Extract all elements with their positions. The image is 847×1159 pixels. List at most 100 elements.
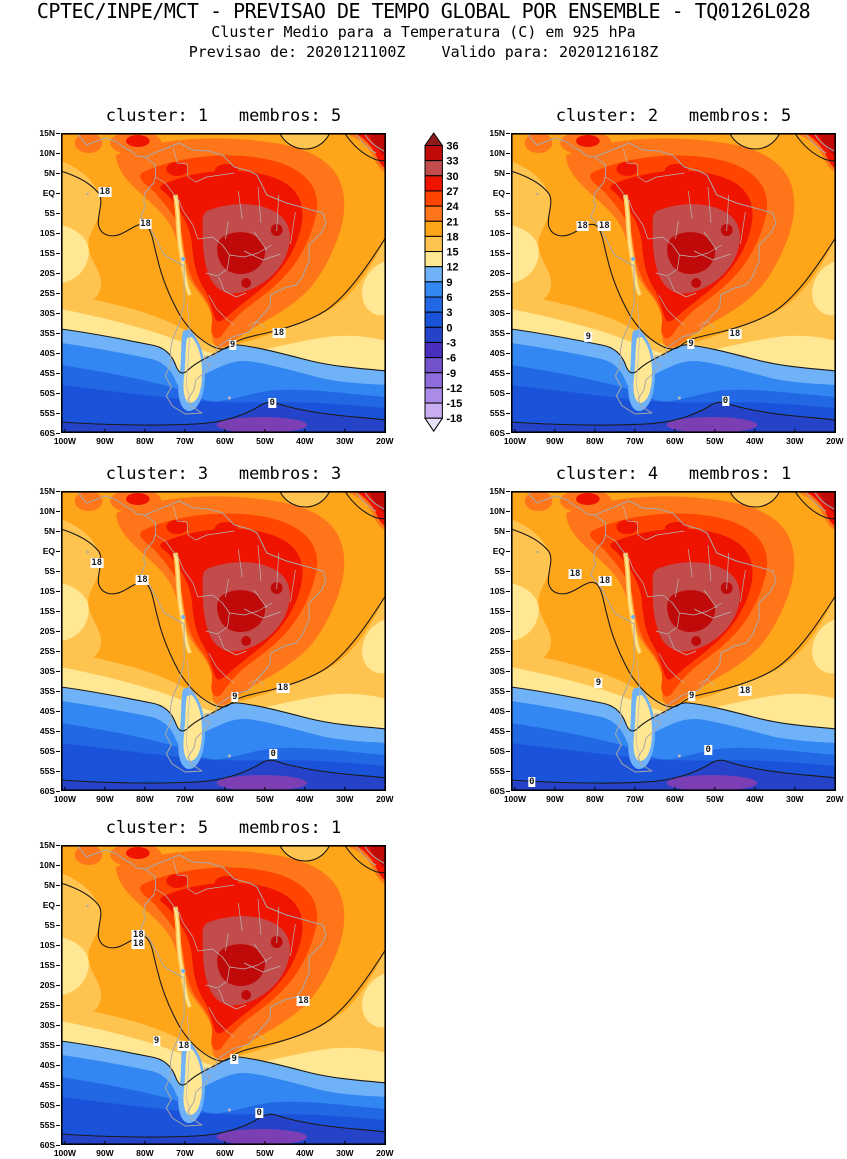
y-axis: 15N 10N 5N EQ 5S 10S 15S 20S 25S 30S 35S 40S 45S 50S 5… bbox=[25, 129, 61, 438]
y-tick-label: 50S bbox=[39, 746, 55, 756]
y-tick-label: 5N bbox=[44, 526, 55, 536]
forecast-times: Previsao de: 2020121100Z Valido para: 20… bbox=[188, 43, 659, 61]
y-tick-label: 50S bbox=[39, 388, 55, 398]
y-tick bbox=[506, 412, 510, 414]
map-canvas: 18 18 9 9 18 0 0 15N 10N 5N EQ 5S 10S 15S 20S 25… bbox=[489, 487, 843, 805]
y-tick bbox=[56, 490, 60, 492]
contour-label: 18 bbox=[139, 218, 152, 229]
x-axis: 100W 90W 80W 70W 60W 50W 40W 30W 20W bbox=[504, 433, 844, 447]
colorbar-segment bbox=[424, 145, 443, 162]
y-tick-label: 60S bbox=[39, 1140, 55, 1150]
y-tick-label: 15S bbox=[39, 248, 55, 258]
y-tick bbox=[56, 1004, 60, 1006]
y-tick bbox=[56, 412, 60, 414]
x-tick-label: 100W bbox=[53, 436, 77, 446]
y-axis: 15N 10N 5N EQ 5S 10S 15S 20S 25S 30S 35S 40S 45S 50S 5… bbox=[25, 841, 61, 1150]
y-tick bbox=[56, 710, 60, 712]
contour-label: 0 bbox=[268, 398, 276, 408]
x-tick-label: 70W bbox=[176, 794, 194, 804]
y-tick bbox=[56, 312, 60, 314]
y-tick bbox=[506, 570, 510, 572]
y-tick bbox=[56, 432, 60, 434]
y-tick-label: 10N bbox=[489, 148, 505, 158]
y-tick bbox=[506, 670, 510, 672]
y-tick bbox=[506, 510, 510, 512]
cluster-panel-3: cluster: 3 membros: 3 18 18 18 9 0 15N 10… bbox=[39, 464, 393, 805]
x-tick-label: 30W bbox=[336, 794, 354, 804]
contour-label: 18 bbox=[177, 1041, 191, 1051]
y-tick-label: 10S bbox=[489, 228, 505, 238]
y-tick-label: 5S bbox=[494, 566, 505, 576]
y-tick bbox=[506, 530, 510, 532]
y-tick bbox=[506, 710, 510, 712]
y-tick bbox=[506, 152, 510, 154]
colorbar-segment bbox=[424, 235, 443, 253]
colorbar-label: 6 bbox=[446, 292, 452, 304]
y-tick-label: EQ bbox=[42, 188, 55, 198]
x-tick-label: 60W bbox=[216, 794, 234, 804]
y-tick bbox=[56, 252, 60, 254]
contour-label: 0 bbox=[528, 777, 536, 787]
y-tick-label: 30S bbox=[489, 308, 505, 318]
y-tick bbox=[56, 884, 60, 886]
y-tick bbox=[506, 690, 510, 692]
contour-label: 9 bbox=[152, 1036, 161, 1047]
y-tick bbox=[506, 770, 510, 772]
y-tick-label: 35S bbox=[39, 328, 55, 338]
colorbar-segment bbox=[424, 251, 443, 268]
x-tick-label: 50W bbox=[256, 1148, 274, 1158]
y-tick bbox=[56, 944, 60, 946]
contour-label: 9 bbox=[594, 678, 603, 688]
y-tick bbox=[506, 232, 510, 234]
y-tick-label: 10S bbox=[39, 228, 55, 238]
map-canvas: 18 18 18 9 0 15N 10N 5N EQ 5S 10S 15S 20S 25S 30S… bbox=[39, 129, 393, 447]
panel-title: cluster: 2 membros: 5 bbox=[555, 106, 792, 126]
y-tick bbox=[506, 252, 510, 254]
x-tick-label: 80W bbox=[136, 1148, 154, 1158]
x-tick-label: 80W bbox=[136, 794, 154, 804]
y-tick bbox=[56, 1144, 60, 1146]
colorbar-label: 9 bbox=[446, 277, 452, 289]
y-tick-label: 5N bbox=[44, 880, 55, 890]
y-tick-label: 40S bbox=[39, 1060, 55, 1070]
colorbar-segment bbox=[424, 266, 443, 283]
contour-label: 18 bbox=[297, 996, 310, 1007]
y-tick bbox=[506, 392, 510, 394]
y-tick-label: EQ bbox=[492, 546, 505, 556]
temperature-colorbar: 36 33 30 27 24 21 18 15 12 9 6 3 0 -3 -6 -9 -12 -15 -18 bbox=[424, 132, 476, 434]
x-tick-label: 20W bbox=[376, 794, 394, 804]
x-tick-label: 50W bbox=[706, 794, 724, 804]
y-tick bbox=[56, 272, 60, 274]
y-tick bbox=[56, 232, 60, 234]
y-tick-label: 45S bbox=[489, 368, 505, 378]
y-tick bbox=[56, 924, 60, 926]
x-tick-label: 20W bbox=[376, 436, 394, 446]
y-tick-label: 10N bbox=[39, 506, 55, 516]
y-tick bbox=[56, 372, 60, 374]
map-canvas: 18 18 18 9 0 15N 10N 5N EQ 5S 10S 15S 20S 25S 30S… bbox=[39, 487, 393, 805]
x-tick-label: 100W bbox=[503, 794, 527, 804]
y-tick-label: 5N bbox=[494, 526, 505, 536]
page-title: CPTEC/INPE/MCT - PREVISAO DE TEMPO GLOBA… bbox=[36, 0, 811, 23]
colorbar-label: 30 bbox=[446, 171, 458, 183]
y-tick-label: 40S bbox=[489, 348, 505, 358]
y-tick-label: 10N bbox=[489, 506, 505, 516]
y-tick bbox=[56, 510, 60, 512]
x-tick-label: 80W bbox=[586, 436, 604, 446]
y-tick-label: 55S bbox=[489, 766, 505, 776]
map-canvas: 18 18 18 9 18 9 0 15N 10N 5N EQ 5S 10S 15S 20S 2… bbox=[39, 841, 393, 1159]
contour-label: 9 bbox=[231, 691, 239, 702]
y-tick-label: 35S bbox=[489, 686, 505, 696]
y-tick-label: 15N bbox=[39, 486, 55, 496]
x-tick-label: 40W bbox=[746, 794, 764, 804]
y-tick-label: 60S bbox=[39, 428, 55, 438]
contour-label: 18 bbox=[135, 574, 149, 585]
y-tick-label: EQ bbox=[42, 900, 55, 910]
x-tick-label: 90W bbox=[96, 436, 114, 446]
x-tick-label: 30W bbox=[336, 436, 354, 446]
map-canvas: 18 18 9 9 18 0 15N 10N 5N EQ 5S 10S 15S 20S 25S 3… bbox=[489, 129, 843, 447]
y-tick bbox=[56, 570, 60, 572]
y-tick-label: 10N bbox=[39, 860, 55, 870]
colorbar-segment bbox=[424, 341, 443, 359]
y-tick-label: 30S bbox=[39, 1020, 55, 1030]
